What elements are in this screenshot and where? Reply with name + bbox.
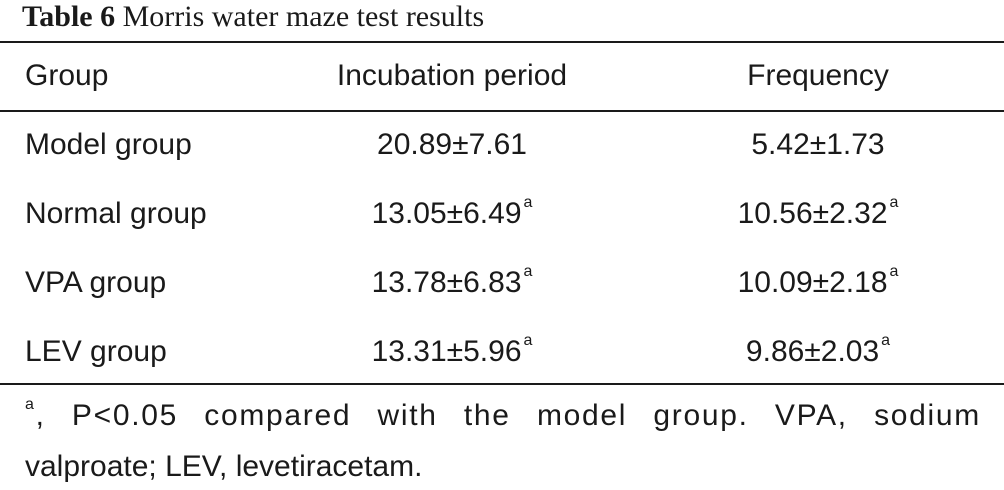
table-bottom-rule xyxy=(0,383,1004,385)
column-header-group: Group xyxy=(25,59,109,92)
table-header-rule xyxy=(0,110,1004,112)
table-row: VPA group 13.78±6.83 a 10.09±2.18 a xyxy=(0,259,1004,307)
table-row: LEV group 13.31±5.96 a 9.86±2.03 a xyxy=(0,328,1004,376)
frequency-value: 10.56±2.32 xyxy=(737,197,888,230)
table-caption-label: Table 6 xyxy=(22,0,116,33)
table-row: Model group 20.89±7.61 5.42±1.73 xyxy=(0,121,1004,169)
column-header-incubation-period: Incubation period xyxy=(336,59,568,92)
frequency-cell: 5.42±1.73 xyxy=(632,121,1004,169)
footnote-line-2: valproate; LEV, levetiracetam. xyxy=(25,450,423,483)
frequency-cell: 10.56±2.32 a xyxy=(632,190,1004,238)
incubation-cell: 13.78±6.83 a xyxy=(262,259,642,307)
frequency-value: 5.42±1.73 xyxy=(751,128,885,161)
incubation-value: 13.05±6.49 xyxy=(371,197,522,230)
table-top-rule xyxy=(0,41,1004,43)
table-row: Normal group 13.05±6.49 a 10.56±2.32 a xyxy=(0,190,1004,238)
significance-mark: a xyxy=(889,263,899,280)
group-cell: LEV group xyxy=(25,335,167,368)
group-cell: Normal group xyxy=(25,197,207,230)
column-header-frequency: Frequency xyxy=(747,59,889,92)
group-cell: Model group xyxy=(25,128,192,161)
footnote-line-1: a, P<0.05 compared with the model group.… xyxy=(25,393,981,444)
incubation-value: 20.89±7.61 xyxy=(377,128,527,161)
significance-mark: a xyxy=(523,194,533,211)
table-footnote: a, P<0.05 compared with the model group.… xyxy=(25,393,981,490)
significance-mark: a xyxy=(523,263,533,280)
significance-mark: a xyxy=(889,194,899,211)
footnote-mark: a xyxy=(25,396,36,413)
frequency-cell: 10.09±2.18 a xyxy=(632,259,1004,307)
table-header-row: Group Incubation period Frequency xyxy=(0,52,1004,100)
significance-mark: a xyxy=(881,332,891,349)
footnote-text-1: , P<0.05 compared with the model group. … xyxy=(35,399,981,432)
frequency-value: 10.09±2.18 xyxy=(737,266,888,299)
incubation-value: 13.31±5.96 xyxy=(371,335,522,368)
frequency-value: 9.86±2.03 xyxy=(745,335,880,368)
table-caption: Table 6 Morris water maze test results xyxy=(22,0,484,36)
incubation-cell: 13.31±5.96 a xyxy=(262,328,642,376)
table-caption-title: Morris water maze test results xyxy=(122,0,485,33)
group-cell: VPA group xyxy=(25,266,167,299)
incubation-value: 13.78±6.83 xyxy=(371,266,522,299)
incubation-cell: 20.89±7.61 xyxy=(262,121,642,169)
frequency-cell: 9.86±2.03 a xyxy=(632,328,1004,376)
incubation-cell: 13.05±6.49 a xyxy=(262,190,642,238)
significance-mark: a xyxy=(523,332,533,349)
